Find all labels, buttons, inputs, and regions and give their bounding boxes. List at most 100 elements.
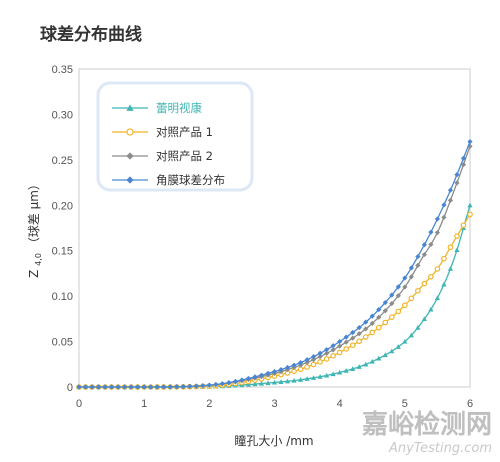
data-point [454,233,460,239]
data-point [428,229,434,235]
data-point [271,368,278,375]
data-point [363,361,369,367]
data-point [460,155,467,161]
data-point [454,180,460,186]
data-point [278,379,284,384]
data-point [402,338,408,344]
data-point [434,216,441,222]
data-point [126,104,134,111]
data-point [408,332,414,338]
data-point [180,384,186,390]
data-point [369,313,375,319]
svg-text:Z 4,0 （球差 μm）: Z 4,0 （球差 μm） [27,178,44,278]
data-point [343,368,349,373]
legend-item: 角膜球差分布 [112,173,225,187]
data-point [350,366,356,371]
data-point [193,383,199,389]
data-point [317,350,323,356]
data-point [363,326,369,332]
data-point [428,273,434,280]
data-point [245,381,252,387]
data-point [126,176,134,184]
plot-frame [78,68,471,388]
data-point [356,364,362,369]
data-point [343,346,349,352]
data-point [271,379,278,385]
data-point [291,377,297,383]
data-point [408,295,415,302]
y-axis-ticks: 0 0.05 0.10 0.15 0.20 0.25 0.30 0.35 [52,64,73,394]
data-point [376,355,382,361]
data-point [245,375,252,382]
data-point [460,222,467,229]
y-axis-label: Z 4,0 （球差 μm） [27,178,44,278]
data-point [95,384,102,390]
data-point [239,377,245,383]
y-tick-label: 0.25 [52,155,73,167]
data-point [350,329,356,336]
data-point [304,364,310,370]
data-point [343,334,349,340]
data-point [428,306,434,312]
data-point [402,275,408,281]
y-axis-label-z: Z [27,270,41,278]
data-point [434,229,441,236]
data-point [311,357,317,363]
data-point [126,128,134,136]
data-point [395,308,402,315]
y-axis-label-rest: （球差 μm） [27,178,41,249]
data-point [258,372,265,378]
data-point [408,274,414,280]
data-point [82,384,89,390]
data-point [324,347,330,353]
data-point [284,364,291,371]
data-point [126,152,134,160]
data-point [376,306,382,313]
data-point [415,253,421,260]
watermark-sub: AnyTesting.com [388,441,492,456]
watermark: 嘉峪检测网 AnyTesting.com [362,409,492,456]
y-tick-label: 0.10 [52,291,73,303]
data-point [389,300,395,307]
data-point [76,384,82,390]
data-point [447,244,454,251]
data-point [434,295,441,301]
data-point [187,383,193,389]
data-point [265,370,271,376]
data-point [297,377,304,382]
data-point [122,384,128,390]
data-point [297,366,304,373]
data-point [402,302,408,309]
data-point [402,284,408,290]
data-point [304,359,310,366]
data-point [141,384,147,390]
data-point [388,314,395,320]
data-point [389,292,395,298]
data-point [421,242,427,248]
data-point [447,266,454,271]
data-point [415,325,421,330]
x-axis-ticks: 0 1 2 3 4 5 6 [76,398,473,410]
data-point [154,384,160,390]
x-axis-label: 瞳孔大小 /mm [234,433,313,448]
data-point [213,381,219,388]
data-point [454,172,460,178]
data-point [330,353,336,359]
data-point [441,281,447,287]
data-point [350,335,356,341]
x-tick-label: 5 [402,398,408,410]
data-point [252,374,258,380]
chart-title: 球差分布曲线 [40,25,142,45]
legend-label: 对照产品 2 [156,149,213,163]
data-point [278,367,284,373]
data-point [375,324,382,331]
data-point [161,384,167,390]
data-point [467,202,473,208]
data-point [421,251,427,258]
x-tick-label: 1 [141,398,147,410]
data-point [369,358,375,364]
data-point [467,211,473,218]
data-point [356,324,362,331]
y-tick-label: 0.35 [52,64,73,76]
